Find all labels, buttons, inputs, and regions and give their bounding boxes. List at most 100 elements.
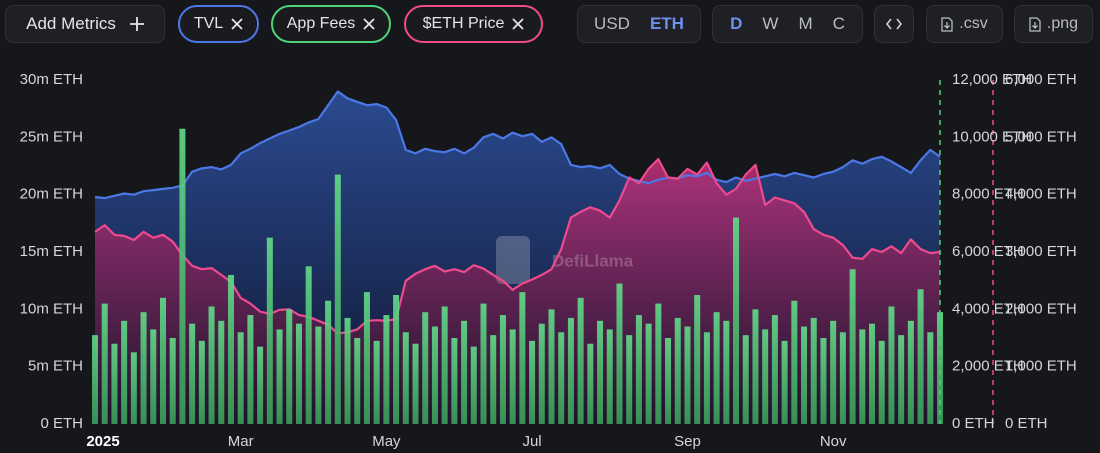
bar [781,340,788,424]
y-tick-label: 6,000 ETH [952,243,1024,260]
bar [898,335,905,424]
y-tick-label: 10m ETH [20,300,83,317]
bar [742,335,749,424]
y-tick-label: 5m ETH [28,358,83,375]
bar [830,320,837,424]
remove-icon[interactable] [231,18,243,30]
bar [111,343,118,424]
metric-pill[interactable]: $ETH Price [404,5,543,43]
bar [839,332,846,424]
bar [179,128,186,424]
bar [140,312,147,424]
x-tick-label: Nov [820,433,847,450]
embed-button[interactable] [874,5,914,43]
bar [606,329,613,424]
period-option[interactable]: W [762,14,779,33]
line [94,90,941,200]
watermark: DefiLlama [496,236,634,284]
bar [208,306,215,424]
bar [150,329,157,424]
bar [878,340,885,424]
y-tick-label: 5,000 ETH [1005,128,1077,145]
bar [548,309,555,424]
metric-pill-label: TVL [193,15,224,32]
bar [431,326,438,424]
bar [169,338,176,424]
metric-pill[interactable]: App Fees [271,5,391,43]
y-tick-label: 10,000 ETH [952,128,1032,145]
y-tick-label: 2,000 ETH [952,358,1024,375]
period-option[interactable]: C [832,14,845,33]
bar [101,303,108,424]
bar [849,269,856,424]
bar [869,323,876,424]
add-metrics-button[interactable]: Add Metrics [5,5,165,43]
bar [295,323,302,424]
bar [159,297,166,424]
y-tick-label: 3,000 ETH [1005,243,1077,260]
bar [490,335,497,424]
bar [266,237,273,424]
x-tick-label: Sep [674,433,701,450]
currency-toggle: USD ETH [577,5,701,43]
bar [810,317,817,424]
bar [461,320,468,424]
y-tick-label: 2,000 ETH [1005,300,1077,317]
bar [519,292,526,424]
bar [645,323,652,424]
bar [257,346,264,424]
bar [276,329,283,424]
bar [567,317,574,424]
x-tick-label: Jul [522,433,541,450]
bar [791,300,798,424]
bar [393,295,400,424]
x-tick-label: May [372,433,401,450]
bar [558,332,565,424]
bar [354,338,361,424]
csv-button[interactable]: .csv [926,5,1003,43]
bar [801,326,808,424]
bar [402,332,409,424]
bar [363,292,370,424]
y-tick-label: 0 ETH [952,415,995,432]
bar [597,320,604,424]
metric-pill[interactable]: TVL [178,5,259,43]
bar [509,329,516,424]
metric-pill-label: $ETH Price [422,15,505,32]
csv-label: .csv [959,15,988,32]
bar [665,338,672,424]
currency-option[interactable]: ETH [649,14,684,33]
bar [218,320,225,424]
period-option[interactable]: M [798,14,813,33]
bar [121,320,128,424]
bar [703,332,710,424]
bar [907,320,914,424]
bar [635,315,642,424]
bar [888,306,895,424]
y-tick-label: 30m ETH [20,71,83,88]
bar [334,174,341,424]
y-tick-label: 1,000 ETH [1005,358,1077,375]
png-button[interactable]: .png [1014,5,1093,43]
period-option[interactable]: D [730,14,743,33]
bar [762,329,769,424]
bar [315,326,322,424]
watermark-text: DefiLlama [552,251,634,270]
y-tick-label: 4,000 ETH [952,300,1024,317]
remove-icon[interactable] [363,18,375,30]
bar [616,283,623,424]
bar [451,338,458,424]
remove-icon[interactable] [512,18,525,30]
download-icon [941,16,953,32]
bar [286,309,293,424]
bar [752,309,759,424]
y-tick-label: 15m ETH [20,243,83,260]
bar [587,343,594,424]
bar [305,266,312,424]
bar [674,317,681,424]
currency-option[interactable]: USD [594,14,630,33]
bar [694,295,701,424]
